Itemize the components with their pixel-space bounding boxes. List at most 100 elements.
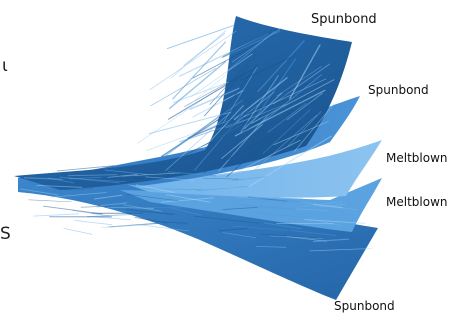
fiber-strand (314, 220, 343, 227)
fiber-strand (258, 78, 317, 111)
fiber-strand (160, 197, 214, 203)
fiber-strand (217, 98, 253, 145)
fiber-strand (134, 216, 168, 224)
fiber-strand (158, 99, 244, 159)
fiber-strand (183, 73, 228, 110)
fiber-strand (80, 205, 112, 208)
fiber-strand (146, 207, 183, 209)
fiber-strand (67, 177, 126, 183)
meltblown-layer-upper (120, 140, 382, 198)
fiber-strand (215, 186, 274, 192)
fiber-strand (63, 188, 94, 191)
fiber-strand (243, 92, 283, 130)
fiber-strand (187, 106, 263, 139)
fiber-strand (312, 238, 350, 242)
fiber-strand (222, 206, 258, 210)
label-spunbond-upper-mid: Spunbond (368, 83, 429, 97)
fiber-strand (166, 24, 236, 50)
fiber-strand (170, 30, 227, 79)
fiber-strand (273, 120, 329, 146)
label-spunbond-bottom: Spunbond (334, 299, 395, 313)
fiber-strand (107, 173, 138, 178)
fiber-strand (169, 207, 202, 216)
meltblown-layer-lower (120, 178, 382, 232)
fiber-strand (221, 124, 263, 159)
fiber-strand (107, 177, 139, 180)
fiber-strand (222, 232, 256, 238)
label-meltblown-1: Meltblown (386, 151, 448, 165)
fiber-strand (203, 105, 244, 149)
fiber-strand (235, 204, 297, 210)
fiber-strand (194, 113, 244, 171)
fiber-texture (19, 24, 373, 252)
fiber-strand (222, 28, 278, 58)
fiber-strand (234, 89, 326, 137)
fiber-strand (225, 104, 286, 129)
fiber-strand (257, 40, 305, 93)
fiber-strand (260, 74, 322, 124)
fiber-strand (145, 176, 195, 181)
fiber-strand (135, 223, 189, 232)
fiber-strand (302, 201, 343, 207)
fiber-strand (263, 222, 302, 230)
fiber-strand (166, 194, 211, 203)
fiber-strand (165, 111, 232, 171)
fiber-strand (143, 188, 202, 191)
fiber-strand (168, 66, 258, 120)
fiber-strand (260, 233, 318, 239)
fiber-strand (148, 111, 231, 135)
fiber-strand (226, 139, 269, 177)
fiber-strand (252, 114, 318, 172)
fiber-strand (94, 216, 132, 221)
fiber-strand (232, 225, 288, 231)
fiber-strand (231, 176, 268, 181)
fiber-strand (33, 213, 80, 217)
fiber-strand (23, 177, 63, 180)
fiber-strand (242, 87, 305, 134)
spunbond-layer-middle (60, 96, 360, 186)
fiber-strand (168, 60, 227, 110)
label-meltblown-2: Meltblown (386, 195, 448, 209)
fiber-strand (68, 174, 118, 177)
fiber-strand (106, 206, 155, 209)
fiber-strand (190, 53, 253, 98)
fiber-strand (289, 44, 321, 100)
fiber-strand (262, 109, 311, 154)
fiber-strand (299, 201, 359, 211)
edge-text-lower: S (0, 224, 11, 244)
fiber-strand (233, 139, 301, 175)
fiber-strand (126, 193, 179, 202)
edge-text-upper: ι (2, 56, 8, 76)
fiber-strand (172, 41, 227, 100)
fiber-strand (36, 184, 83, 188)
fiber-strand (125, 208, 176, 215)
fiber-strand (135, 184, 175, 193)
fiber-strand (204, 65, 249, 117)
fiber-strand (218, 227, 249, 232)
fiber-strand (196, 185, 248, 192)
fiber-strand (236, 197, 303, 200)
fiber-strand (238, 197, 303, 203)
fiber-strand (215, 171, 243, 176)
fiber-strand (203, 177, 239, 180)
fiber-strand (50, 192, 107, 198)
fiber-strand (203, 133, 276, 173)
fiber-strand (249, 135, 332, 187)
fiber-strand (121, 172, 175, 177)
fiber-strand (309, 248, 373, 252)
fiber-strand (179, 118, 250, 143)
fiber-strand (243, 78, 327, 117)
fiber-strand (104, 169, 149, 175)
fiber-strand (189, 87, 240, 110)
fiber-strand (149, 30, 237, 91)
fiber-strand (43, 205, 103, 215)
fiber-strand (287, 111, 322, 147)
fiber-strand (28, 199, 72, 203)
fiber-strand (255, 212, 310, 218)
fiber-strand (192, 90, 244, 118)
fiber-strand (74, 219, 113, 226)
fiber-strand (184, 114, 263, 156)
fiber-strand (172, 81, 229, 104)
fiber-strand (286, 92, 323, 121)
